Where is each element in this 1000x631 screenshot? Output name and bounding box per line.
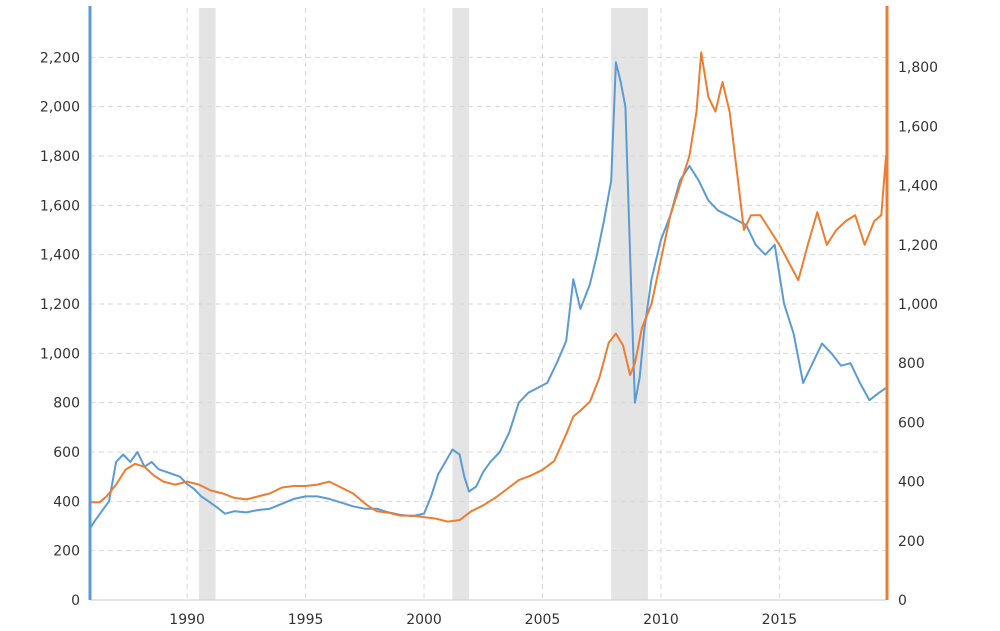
- left-tick-label: 600: [53, 445, 80, 461]
- left-tick-label: 400: [53, 494, 80, 510]
- left-tick-label: 1,400: [40, 248, 80, 264]
- right-tick-label: 800: [898, 356, 925, 372]
- x-tick-label: 2010: [643, 612, 679, 628]
- right-tick-label: 1,000: [898, 297, 938, 313]
- right-tick-label: 0: [898, 593, 907, 609]
- x-axis-ticks: 1990 1995 2000 2005 2010 2015: [169, 612, 797, 628]
- x-tick-label: 2005: [525, 612, 561, 628]
- right-tick-label: 1,400: [898, 179, 938, 195]
- right-axis-ticks: 0 200 400 600 800 1,000 1,200 1,400 1,600 1,800: [898, 60, 938, 609]
- series-line-right: [89, 51, 887, 523]
- right-tick-label: 1,800: [898, 60, 938, 76]
- x-tick-label: 1990: [169, 612, 205, 628]
- axes: [88, 6, 889, 601]
- left-axis-ticks: 0 200 400 600 800 1,000 1,200 1,400 1,600 1,800 2,…: [40, 50, 80, 609]
- right-tick-label: 200: [898, 534, 925, 550]
- left-tick-label: 1,000: [40, 346, 80, 362]
- right-tick-label: 600: [898, 415, 925, 431]
- right-tick-label: 1,600: [898, 119, 938, 135]
- left-tick-label: 1,200: [40, 297, 80, 313]
- x-tick-label: 1995: [288, 612, 324, 628]
- left-tick-label: 200: [53, 544, 80, 560]
- left-tick-label: 1,600: [40, 198, 80, 214]
- x-tick-label: 2015: [762, 612, 798, 628]
- series-line-left: [89, 61, 887, 530]
- x-tick-label: 2000: [406, 612, 442, 628]
- left-tick-label: 2,000: [40, 100, 80, 116]
- left-tick-label: 0: [71, 593, 80, 609]
- right-tick-label: 400: [898, 475, 925, 491]
- right-tick-label: 1,200: [898, 238, 938, 254]
- series-lines: [89, 51, 887, 530]
- left-tick-label: 1,800: [40, 149, 80, 165]
- left-tick-label: 800: [53, 396, 80, 412]
- left-tick-label: 2,200: [40, 50, 80, 66]
